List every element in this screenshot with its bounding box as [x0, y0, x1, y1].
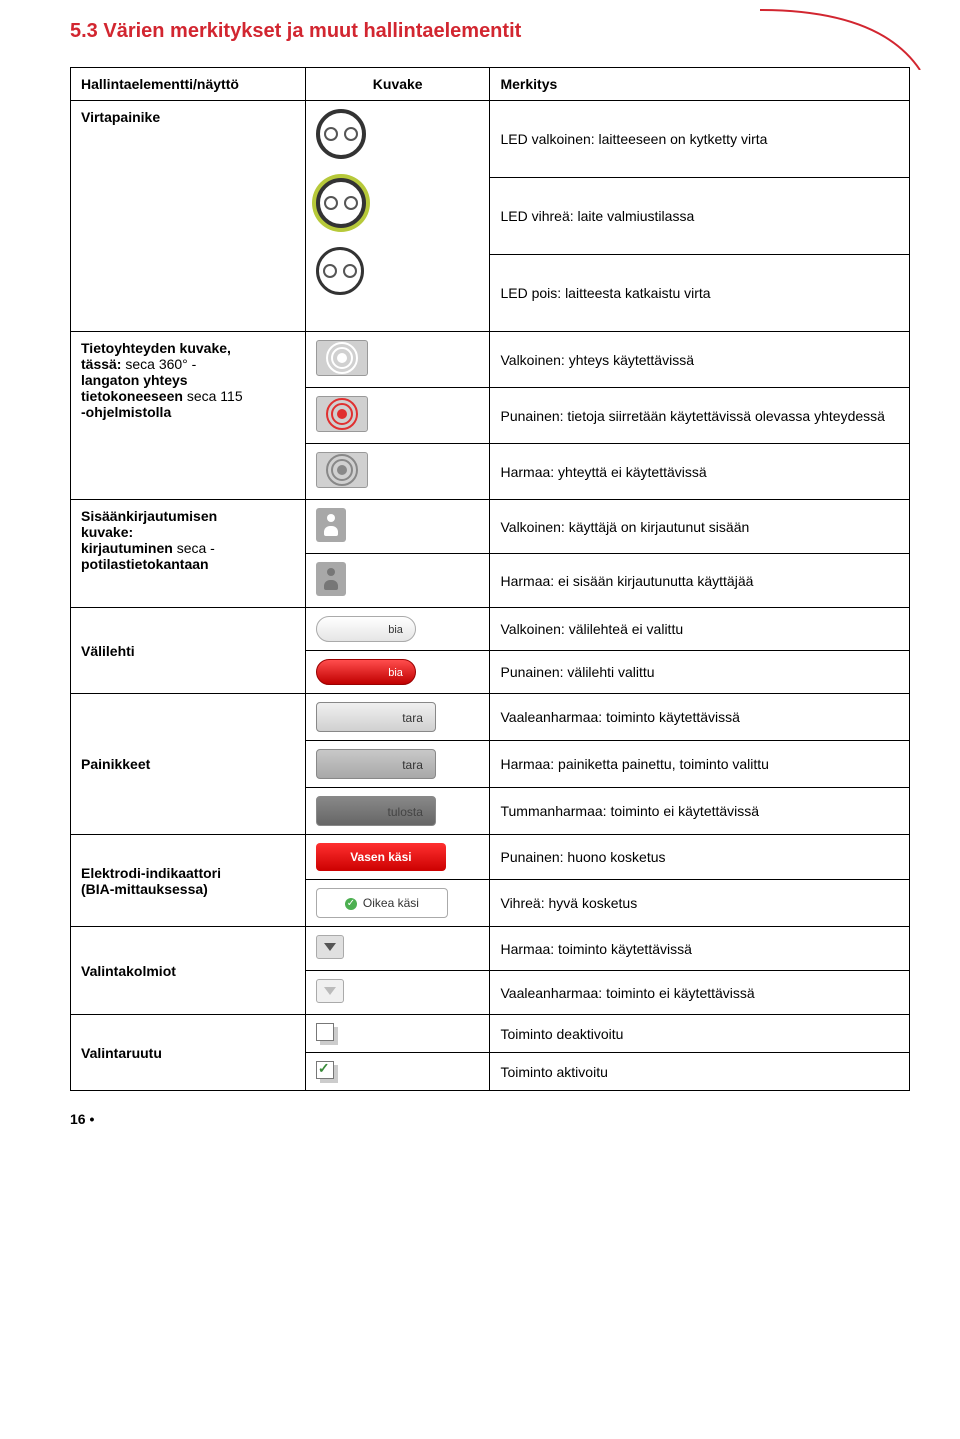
icon-chk-off — [305, 1015, 490, 1053]
meaning-led-white: LED valkoinen: laitteeseen on kytketty v… — [490, 101, 910, 178]
header-icon: Kuvake — [305, 68, 490, 101]
meaning-login-white: Valkoinen: käyttäjä on kirjautunut sisää… — [490, 500, 910, 554]
icon-wifi-white — [305, 332, 490, 388]
icon-elec-green: ✓Oikea käsi — [305, 880, 490, 927]
meaning-conn-grey: Harmaa: yhteyttä ei käytettävissä — [490, 444, 910, 500]
icon-wifi-grey — [305, 444, 490, 500]
label-login: Sisäänkirjautumisen kuvake: kirjautumine… — [71, 500, 306, 608]
meaning-led-off: LED pois: laitteesta katkaistu virta — [490, 255, 910, 332]
header-element: Hallintaelementti/näyttö — [71, 68, 306, 101]
icon-chk-on — [305, 1053, 490, 1091]
icon-tab-red: bia — [305, 651, 490, 694]
meaning-btn-dark: Tummanharmaa: toiminto ei käytettävissä — [490, 788, 910, 835]
meaning-chk-on: Toiminto aktivoitu — [490, 1053, 910, 1091]
icon-login-white — [305, 500, 490, 554]
meaning-tab-white: Valkoinen: välilehteä ei valittu — [490, 608, 910, 651]
meaning-login-grey: Harmaa: ei sisään kirjautunutta käyttäjä… — [490, 554, 910, 608]
meaning-elec-red: Punainen: huono kosketus — [490, 835, 910, 880]
meaning-btn-light: Vaaleanharmaa: toiminto käytettävissä — [490, 694, 910, 741]
icon-wifi-red — [305, 388, 490, 444]
decorative-curve — [760, 0, 960, 70]
label-tab: Välilehti — [71, 608, 306, 694]
meaning-btn-grey: Harmaa: painiketta painettu, toiminto va… — [490, 741, 910, 788]
meaning-conn-red: Punainen: tietoja siirretään käytettävis… — [490, 388, 910, 444]
meaning-conn-white: Valkoinen: yhteys käytettävissä — [490, 332, 910, 388]
icon-tri-dark — [305, 927, 490, 971]
meaning-tab-red: Punainen: välilehti valittu — [490, 651, 910, 694]
label-buttons: Painikkeet — [71, 694, 306, 835]
icon-elec-red: Vasen käsi — [305, 835, 490, 880]
icon-login-grey — [305, 554, 490, 608]
icon-btn-light: tara — [305, 694, 490, 741]
label-triangles: Valintakolmiot — [71, 927, 306, 1015]
meaning-tri-light: Vaaleanharmaa: toiminto ei käytettävissä — [490, 971, 910, 1015]
meaning-chk-off: Toiminto deaktivoitu — [490, 1015, 910, 1053]
control-elements-table: Hallintaelementti/näyttö Kuvake Merkitys… — [70, 67, 910, 1091]
icon-tab-white: bia — [305, 608, 490, 651]
page-number: 16 • — [70, 1111, 910, 1127]
icon-cell-power — [305, 101, 490, 332]
label-connection: Tietoyhteyden kuvake, tässä: seca 360° -… — [71, 332, 306, 500]
meaning-tri-grey: Harmaa: toiminto käytettävissä — [490, 927, 910, 971]
led-white-icon — [316, 109, 366, 159]
icon-btn-dark: tulosta — [305, 788, 490, 835]
led-off-icon — [316, 247, 364, 295]
meaning-elec-green: Vihreä: hyvä kosketus — [490, 880, 910, 927]
label-electrode: Elektrodi-indikaattori (BIA-mittauksessa… — [71, 835, 306, 927]
led-green-icon — [316, 178, 366, 228]
meaning-led-green: LED vihreä: laite valmiustilassa — [490, 178, 910, 255]
label-power-button: Virtapainike — [71, 101, 306, 332]
icon-btn-grey: tara — [305, 741, 490, 788]
icon-tri-light — [305, 971, 490, 1015]
label-checkbox: Valintaruutu — [71, 1015, 306, 1091]
header-meaning: Merkitys — [490, 68, 910, 101]
